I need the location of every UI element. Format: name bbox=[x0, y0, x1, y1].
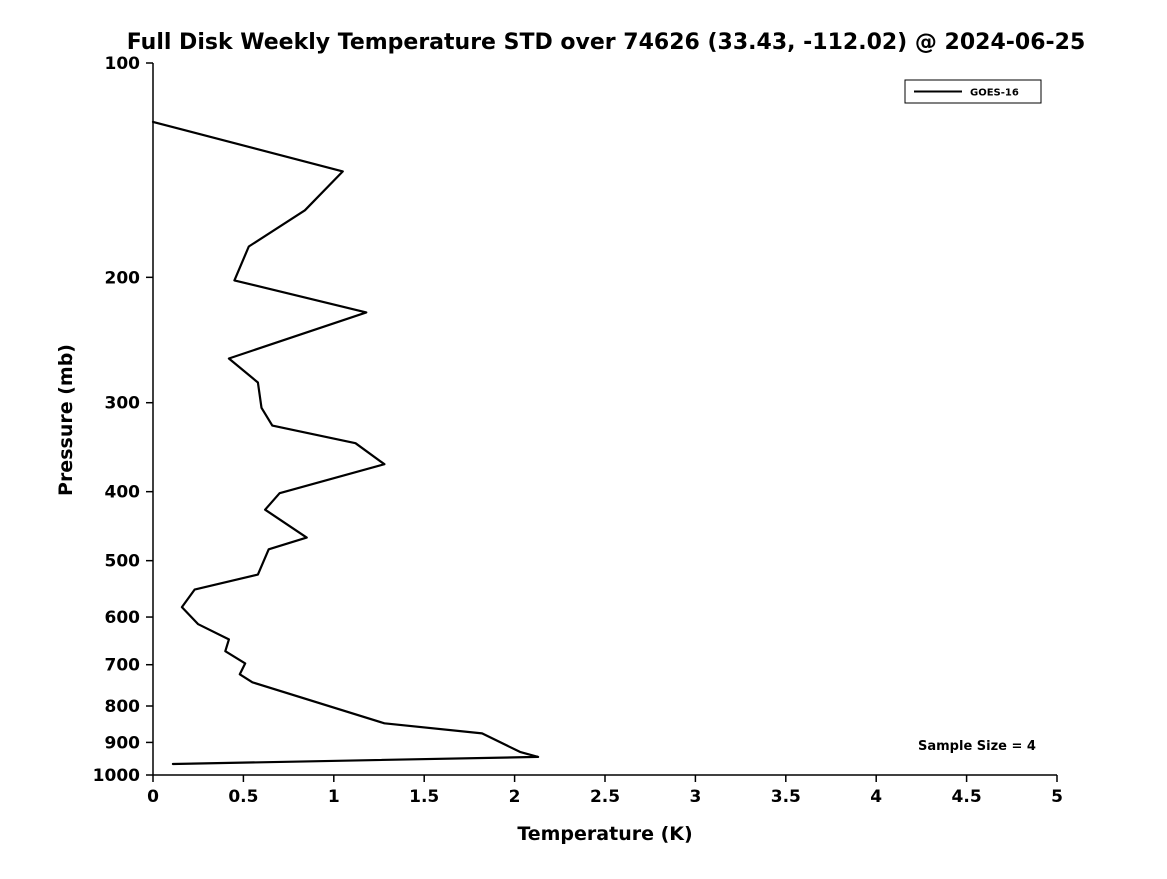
x-tick-label: 0 bbox=[147, 787, 159, 807]
y-tick-label: 700 bbox=[105, 656, 141, 676]
y-tick-label: 800 bbox=[105, 697, 141, 717]
x-tick-label: 0.5 bbox=[228, 787, 258, 807]
legend-box bbox=[904, 79, 1042, 104]
axes: 0 0.5 1 1.5 2 2.5 3 3.5 4 4.5 5 100 200 300 400 500 600 7… bbox=[93, 54, 1063, 807]
y-tick-label: 500 bbox=[105, 552, 141, 572]
y-axis-label: Pressure (mb) bbox=[55, 344, 77, 496]
x-tick-label: 2.5 bbox=[590, 787, 620, 807]
y-tick-label: 1000 bbox=[93, 766, 140, 786]
y-tick-label: 600 bbox=[105, 608, 141, 628]
legend: GOES-16 bbox=[904, 79, 1042, 104]
chart-title: Full Disk Weekly Temperature STD over 74… bbox=[127, 30, 1086, 55]
sample-size-annotation: Sample Size = 4 bbox=[918, 739, 1036, 754]
x-tick-label: 2 bbox=[509, 787, 521, 807]
y-tick-label: 300 bbox=[105, 394, 141, 414]
x-tick-label: 3.5 bbox=[771, 787, 801, 807]
y-tick-label: 100 bbox=[105, 54, 141, 74]
x-tick-label: 4 bbox=[870, 787, 882, 807]
x-tick-label: 4.5 bbox=[952, 787, 982, 807]
y-tick-label: 200 bbox=[105, 268, 141, 288]
x-tick-label: 1.5 bbox=[409, 787, 439, 807]
x-tick-label: 3 bbox=[689, 787, 701, 807]
data-series bbox=[151, 120, 540, 766]
y-tick-label: 900 bbox=[105, 733, 141, 753]
series-line-goes-16 bbox=[151, 120, 540, 766]
x-tick-label: 5 bbox=[1051, 787, 1063, 807]
legend-label-goes16: GOES-16 bbox=[970, 88, 1019, 99]
x-axis-label: Temperature (K) bbox=[517, 823, 692, 845]
y-tick-label: 400 bbox=[105, 483, 141, 503]
x-tick-label: 1 bbox=[328, 787, 340, 807]
